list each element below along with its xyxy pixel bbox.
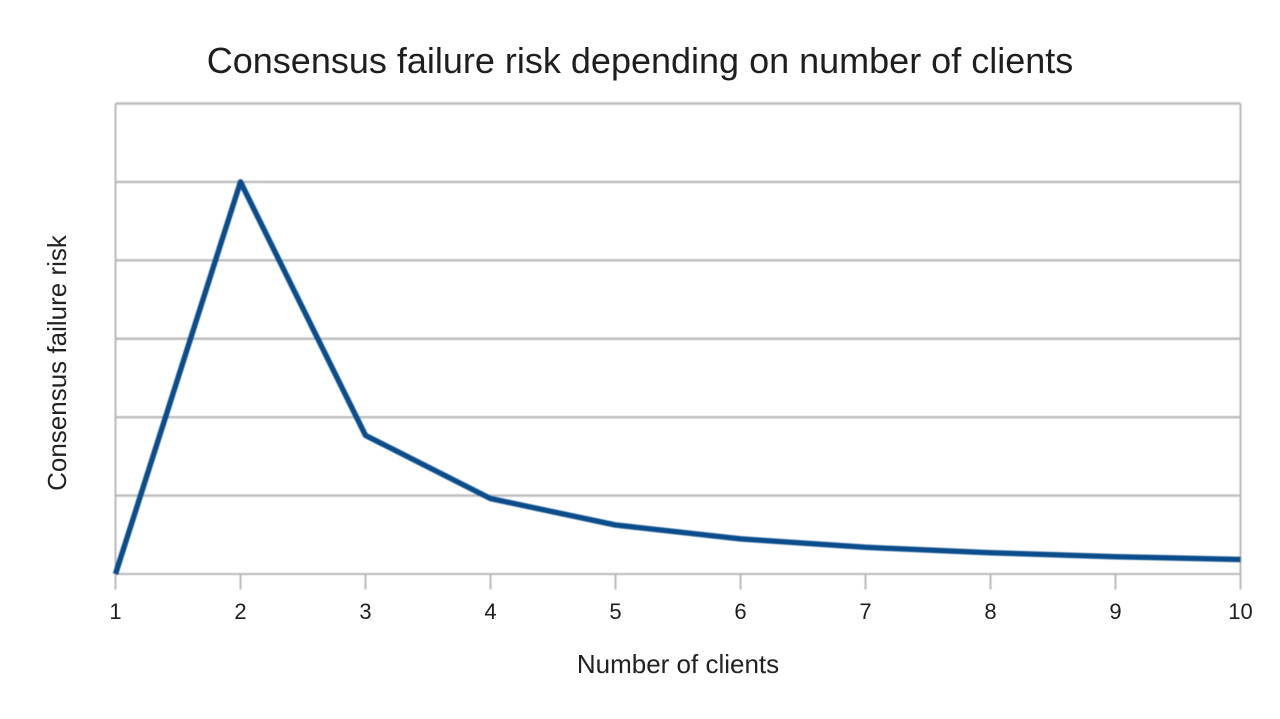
x-tick-label-6: 6	[734, 599, 747, 624]
chart-title: Consensus failure risk depending on numb…	[206, 40, 1074, 81]
axis-frame	[114, 103, 1242, 575]
x-tick-label-4: 4	[484, 599, 497, 624]
x-tick-label-7: 7	[859, 599, 872, 624]
series-line	[112, 179, 1241, 575]
x-tick-label-8: 8	[984, 599, 997, 624]
x-tick-label-5: 5	[609, 599, 622, 624]
x-tick-label-10: 10	[1228, 599, 1253, 624]
gridlines	[115, 102, 1241, 497]
x-tick-label-9: 9	[1109, 599, 1122, 624]
x-tick-label-1: 1	[109, 599, 122, 624]
x-axis-title: Number of clients	[576, 649, 780, 679]
x-axis-ticks	[114, 574, 1242, 590]
x-tick-label-3: 3	[359, 599, 372, 624]
y-axis-title: Consensus failure risk	[42, 235, 72, 491]
x-tick-label-2: 2	[234, 599, 247, 624]
